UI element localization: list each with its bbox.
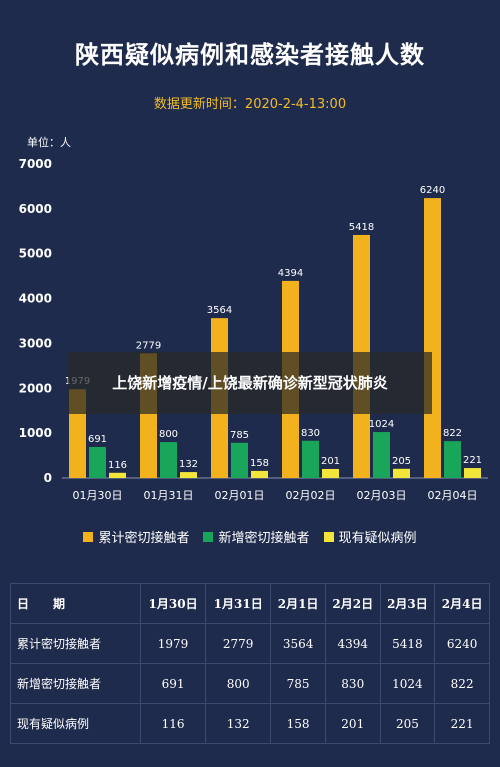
- table-row-label: 新增密切接触者: [10, 663, 141, 704]
- table-header-label: 日 期: [10, 583, 141, 624]
- table-column-header: 2月1日: [270, 583, 326, 624]
- legend-label: 现有疑似病例: [338, 531, 417, 546]
- x-tick-label: 02月03日: [357, 489, 407, 502]
- table-cell: 3564: [270, 623, 326, 664]
- x-tick-label: 02月01日: [215, 489, 265, 502]
- y-tick-label: 0: [44, 471, 52, 485]
- table-cell: 132: [205, 703, 272, 744]
- bar: [464, 468, 481, 478]
- y-tick-label: 5000: [19, 247, 52, 261]
- table-cell: 785: [270, 663, 326, 704]
- y-tick-label: 3000: [19, 336, 52, 350]
- x-tick-label: 02月02日: [286, 489, 336, 502]
- y-tick-label: 1000: [19, 426, 52, 440]
- table-cell: 5418: [379, 623, 436, 664]
- caption-overlay: 上饶新增疫情/上饶最新确诊新型冠状肺炎: [68, 352, 432, 414]
- legend-swatch: [83, 531, 94, 542]
- data-label: 6240: [420, 185, 445, 196]
- y-tick-label: 2000: [19, 381, 52, 395]
- data-label: 3564: [207, 305, 232, 316]
- y-tick-label: 6000: [19, 202, 52, 216]
- page-title: 陕西疑似病例和感染者接触人数: [75, 41, 425, 69]
- table-cell: 691: [139, 663, 207, 704]
- table-row: 现有疑似病例 116 132 158 201 205 221: [10, 703, 490, 744]
- table-column-header: 2月2日: [324, 583, 381, 624]
- y-tick-label: 7000: [19, 157, 52, 171]
- data-label: 691: [88, 434, 107, 445]
- bar: [109, 472, 126, 478]
- data-label: 2779: [136, 340, 161, 351]
- data-label: 201: [321, 456, 340, 467]
- legend-item: 累计密切接触者: [83, 527, 189, 546]
- data-label: 116: [108, 460, 127, 471]
- table-cell: 205: [379, 703, 436, 744]
- bar: [231, 442, 248, 478]
- legend-item: 现有疑似病例: [323, 527, 417, 546]
- bar: [393, 468, 410, 478]
- table-cell: 2779: [205, 623, 272, 664]
- data-table-wrap: 日 期 1月30日 1月31日 2月1日 2月2日 2月3日 2月4日 累计密切接触者 1979…: [0, 583, 500, 744]
- legend: 累计密切接触者 新增密切接触者 现有疑似病例: [0, 527, 500, 546]
- x-tick-label: 01月31日: [144, 489, 194, 502]
- legend-item: 新增密切接触者: [203, 527, 310, 546]
- table-cell: 1024: [379, 663, 436, 704]
- bar: [424, 198, 441, 478]
- data-label: 205: [392, 456, 411, 467]
- update-label: 数据更新时间：: [153, 97, 245, 112]
- table-cell: 1979: [139, 623, 207, 664]
- bar: [373, 432, 390, 478]
- legend-label: 累计密切接触者: [98, 531, 190, 546]
- data-label: 785: [230, 430, 249, 441]
- table-column-header: 2月3日: [379, 583, 436, 624]
- table-column-header: 1月30日: [139, 583, 207, 624]
- unit-label: 单位：人: [27, 136, 71, 149]
- data-label: 5418: [349, 222, 374, 233]
- bar: [251, 470, 268, 478]
- table-cell: 158: [270, 703, 326, 744]
- bar: [180, 472, 197, 478]
- table-header-row: 日 期 1月30日 1月31日 2月1日 2月2日 2月3日 2月4日: [10, 583, 490, 624]
- bar: [444, 441, 461, 478]
- table-column-header: 1月31日: [205, 583, 272, 624]
- legend-swatch: [323, 531, 334, 542]
- table-row-label: 现有疑似病例: [10, 703, 141, 744]
- data-table: 日 期 1月30日 1月31日 2月1日 2月2日 2月3日 2月4日 累计密切接触者 1979…: [10, 583, 490, 744]
- x-tick-label: 02月04日: [428, 489, 478, 502]
- table-row: 新增密切接触者 691 800 785 830 1024 822: [10, 663, 490, 704]
- table-cell: 800: [205, 663, 272, 704]
- table-cell: 221: [434, 703, 490, 744]
- bar-chart: 0100020003000400050006000700019796911160…: [19, 157, 488, 502]
- data-label: 800: [159, 429, 178, 440]
- table-row-label: 累计密切接触者: [10, 623, 141, 664]
- y-tick-label: 4000: [19, 292, 52, 306]
- data-label: 1024: [369, 419, 394, 430]
- bar: [302, 440, 319, 478]
- bar: [322, 468, 339, 478]
- data-label: 822: [443, 428, 462, 439]
- data-label: 221: [463, 455, 482, 466]
- table-row: 累计密切接触者 1979 2779 3564 4394 5418 6240: [10, 623, 490, 664]
- table-cell: 201: [324, 703, 381, 744]
- legend-label: 新增密切接触者: [218, 531, 310, 546]
- legend-swatch: [203, 531, 214, 542]
- bar: [160, 442, 177, 478]
- table-cell: 822: [434, 663, 490, 704]
- x-tick-label: 01月30日: [73, 489, 123, 502]
- table-column-header: 2月4日: [434, 583, 490, 624]
- table-cell: 830: [324, 663, 381, 704]
- update-value: 2020-2-4-13:00: [244, 97, 347, 112]
- data-label: 158: [250, 458, 269, 469]
- table-cell: 6240: [434, 623, 490, 664]
- data-label: 132: [179, 459, 198, 470]
- update-time: 数据更新时间：2020-2-4-13:00: [0, 93, 500, 112]
- bar: [89, 447, 106, 478]
- data-label: 4394: [278, 268, 303, 279]
- table-cell: 4394: [324, 623, 381, 664]
- data-label: 830: [301, 428, 320, 439]
- table-cell: 116: [139, 703, 207, 744]
